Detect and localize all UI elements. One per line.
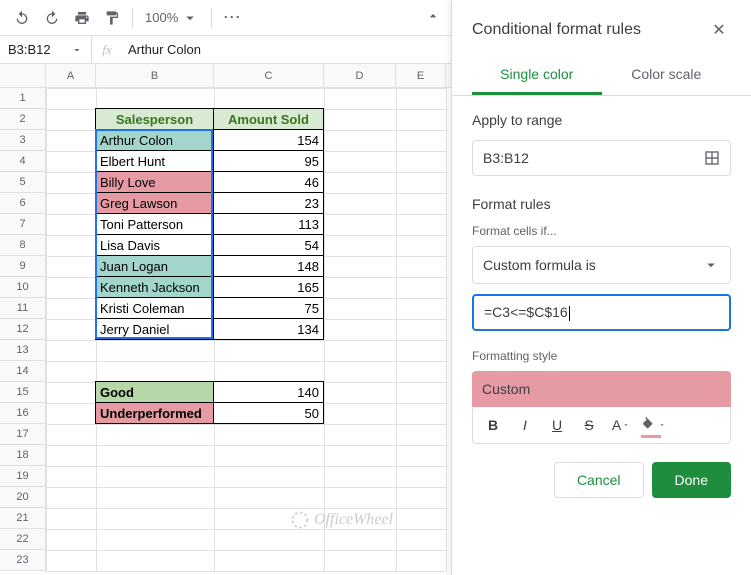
apply-range-label: Apply to range — [472, 112, 731, 128]
cell[interactable]: Jerry Daniel — [95, 318, 214, 340]
cell[interactable]: Arthur Colon — [95, 129, 214, 151]
zoom-dropdown[interactable]: 100% — [139, 9, 205, 27]
conditional-format-panel: Conditional format rules ✕ Single color … — [451, 0, 751, 575]
row-header[interactable]: 21 — [0, 508, 45, 529]
print-button[interactable] — [68, 4, 96, 32]
row-header[interactable]: 22 — [0, 529, 45, 550]
cell[interactable]: 154 — [213, 129, 324, 151]
cell[interactable]: Salesperson — [95, 108, 214, 130]
style-toolbar: B I U S A — [472, 407, 731, 444]
row-header[interactable]: 19 — [0, 466, 45, 487]
row-header[interactable]: 3 — [0, 130, 45, 151]
select-all-corner[interactable] — [0, 64, 46, 88]
name-box[interactable]: B3:B12 — [0, 36, 92, 63]
row-header[interactable]: 6 — [0, 193, 45, 214]
condition-dropdown[interactable]: Custom formula is — [472, 246, 731, 284]
cell[interactable]: Juan Logan — [95, 255, 214, 277]
cell[interactable]: Underperformed — [95, 402, 214, 424]
paint-format-button[interactable] — [98, 4, 126, 32]
row-header[interactable]: 7 — [0, 214, 45, 235]
row-headers: 1234567891011121314151617181920212223 — [0, 88, 46, 571]
format-rules-label: Format rules — [472, 196, 731, 212]
bold-button[interactable]: B — [477, 411, 509, 439]
collapse-icon[interactable] — [425, 8, 441, 27]
col-header[interactable]: C — [214, 64, 324, 87]
cell[interactable]: Amount Sold — [213, 108, 324, 130]
cell[interactable]: Greg Lawson — [95, 192, 214, 214]
style-preview[interactable]: Custom — [472, 371, 731, 407]
row-header[interactable]: 8 — [0, 235, 45, 256]
cell[interactable]: Billy Love — [95, 171, 214, 193]
col-header[interactable]: A — [46, 64, 96, 87]
row-header[interactable]: 4 — [0, 151, 45, 172]
close-icon[interactable]: ✕ — [707, 18, 731, 42]
undo-button[interactable] — [8, 4, 36, 32]
panel-tabs: Single color Color scale — [452, 56, 751, 96]
grid-select-icon[interactable] — [704, 150, 720, 166]
panel-title: Conditional format rules — [472, 21, 641, 39]
format-cells-if-label: Format cells if... — [472, 224, 731, 238]
fx-icon: fx — [92, 42, 122, 58]
italic-button[interactable]: I — [509, 411, 541, 439]
cell[interactable]: Good — [95, 381, 214, 403]
cancel-button[interactable]: Cancel — [554, 462, 644, 498]
row-header[interactable]: 10 — [0, 277, 45, 298]
col-header[interactable]: B — [96, 64, 214, 87]
more-button[interactable]: ⋯ — [218, 4, 246, 32]
cell[interactable]: 148 — [213, 255, 324, 277]
col-header[interactable]: D — [324, 64, 396, 87]
row-header[interactable]: 12 — [0, 319, 45, 340]
underline-button[interactable]: U — [541, 411, 573, 439]
row-header[interactable]: 20 — [0, 487, 45, 508]
col-header[interactable]: E — [396, 64, 446, 87]
cell[interactable]: 134 — [213, 318, 324, 340]
row-header[interactable]: 15 — [0, 382, 45, 403]
fill-color-button[interactable] — [637, 411, 669, 439]
cell[interactable]: Kristi Coleman — [95, 297, 214, 319]
cell[interactable]: Toni Patterson — [95, 213, 214, 235]
cell[interactable]: 113 — [213, 213, 324, 235]
formatting-style-label: Formatting style — [472, 349, 731, 363]
cell[interactable]: 50 — [213, 402, 324, 424]
cell[interactable]: Kenneth Jackson — [95, 276, 214, 298]
cell[interactable]: Elbert Hunt — [95, 150, 214, 172]
tab-single-color[interactable]: Single color — [472, 56, 602, 95]
row-header[interactable]: 17 — [0, 424, 45, 445]
row-header[interactable]: 13 — [0, 340, 45, 361]
cell[interactable]: 95 — [213, 150, 324, 172]
cell[interactable]: 140 — [213, 381, 324, 403]
row-header[interactable]: 9 — [0, 256, 45, 277]
row-header[interactable]: 11 — [0, 298, 45, 319]
cell[interactable]: Lisa Davis — [95, 234, 214, 256]
strike-button[interactable]: S — [573, 411, 605, 439]
cell[interactable]: 54 — [213, 234, 324, 256]
row-header[interactable]: 5 — [0, 172, 45, 193]
cell[interactable]: 75 — [213, 297, 324, 319]
cell[interactable]: 46 — [213, 171, 324, 193]
formula-input[interactable]: =C3<=$C$16 — [472, 294, 731, 331]
cell[interactable]: 165 — [213, 276, 324, 298]
row-header[interactable]: 16 — [0, 403, 45, 424]
row-header[interactable]: 18 — [0, 445, 45, 466]
tab-color-scale[interactable]: Color scale — [602, 56, 732, 95]
row-header[interactable]: 1 — [0, 88, 45, 109]
row-header[interactable]: 23 — [0, 550, 45, 571]
range-input[interactable]: B3:B12 — [472, 140, 731, 176]
cell[interactable]: 23 — [213, 192, 324, 214]
redo-button[interactable] — [38, 4, 66, 32]
text-color-button[interactable]: A — [605, 411, 637, 439]
row-header[interactable]: 14 — [0, 361, 45, 382]
row-header[interactable]: 2 — [0, 109, 45, 130]
watermark: OfficeWheel — [290, 510, 393, 530]
done-button[interactable]: Done — [652, 462, 731, 498]
